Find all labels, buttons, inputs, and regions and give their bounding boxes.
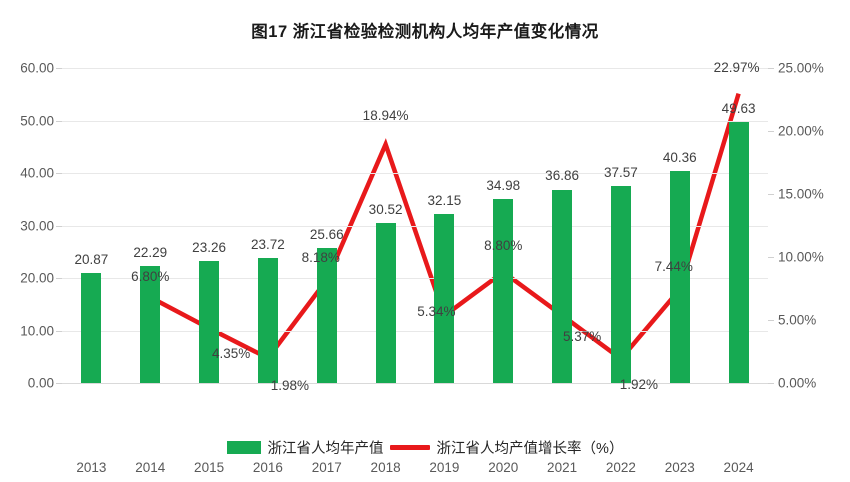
bar-2014 [140, 265, 161, 383]
y-axis-right-tick [768, 320, 774, 321]
bar-value-label-2013: 20.87 [74, 252, 109, 268]
x-axis-tick-label: 2022 [605, 460, 636, 475]
bar-value-label-2021: 36.86 [545, 168, 579, 184]
legend-label-bar: 浙江省人均年产值 [267, 441, 384, 457]
y-axis-right-tick [768, 131, 774, 132]
page-title: 图17 浙江省检验检测机构人均年产值变化情况 [251, 23, 599, 41]
x-axis-tick-label: 2024 [723, 460, 754, 475]
x-axis-tick-label: 2019 [429, 460, 460, 475]
bar-2017 [316, 248, 337, 383]
growth-rate-label-2014: 6.80% [131, 269, 170, 285]
y-axis-left-tick [56, 330, 62, 332]
gridline [62, 173, 768, 174]
y-axis-left-tick-label: 50.00 [20, 113, 54, 128]
bar-2018 [375, 222, 396, 383]
y-axis-right-tick-label: 15.00% [778, 186, 824, 202]
growth-rate-label-2023: 7.44% [654, 259, 693, 275]
y-axis-left-tick-label: 10.00 [20, 323, 54, 338]
y-axis-left-tick [56, 68, 62, 69]
growth-rate-label-2024: 22.97% [713, 59, 760, 75]
y-axis-left-tick-label: 40.00 [20, 165, 54, 181]
y-axis-left-tick-label: 60.00 [20, 60, 54, 76]
bar-2021 [552, 189, 573, 383]
y-axis-right-tick [768, 383, 774, 384]
bar-value-label-2022: 37.57 [604, 164, 638, 180]
bar-2013 [81, 273, 102, 383]
growth-rate-label-2022: 1.92% [619, 376, 659, 392]
growth-rate-label-2018: 18.94% [362, 108, 409, 124]
bar-2019 [434, 214, 455, 383]
y-axis-right-tick [768, 194, 774, 195]
x-axis-tick-label: 2023 [664, 460, 695, 475]
plot-area: 2013 2014 2015 2016 2017 2018 2019 2020 2021 2022… [56, 60, 774, 475]
x-axis-tick-label: 2014 [135, 460, 166, 475]
y-axis-left-tick [56, 173, 62, 174]
legend-label-line: 浙江省人均产值增长率（%） [436, 441, 624, 457]
gridline [62, 225, 768, 227]
x-axis-tick-label: 2017 [311, 460, 342, 475]
bar-value-label-2019: 32.15 [427, 193, 462, 209]
y-axis-right-tick-label: 10.00% [778, 249, 824, 265]
growth-rate-label-2015: 4.35% [211, 346, 251, 362]
bar-value-label-2016: 23.72 [251, 237, 285, 253]
legend-item-bar: 浙江省人均年产值 [226, 437, 384, 458]
y-axis-left-tick-label: 0.00 [27, 375, 54, 391]
bar-2023 [669, 171, 690, 383]
gridline [62, 278, 768, 279]
y-axis-right-tick [768, 68, 774, 69]
axis-baseline [62, 383, 768, 384]
x-axis-tick-label: 2018 [370, 460, 401, 475]
y-axis-left-tick-label: 30.00 [20, 218, 54, 233]
bar-value-label-2018: 30.52 [368, 201, 403, 217]
bar-2015 [199, 260, 220, 383]
bar-value-label-2023: 40.36 [662, 150, 697, 166]
y-axis-right-tick-label: 5.00% [778, 312, 817, 328]
growth-rate-label-2017: 8.18% [301, 249, 340, 265]
legend-item-line: 浙江省人均产值增长率（%） [389, 437, 624, 458]
y-axis-left-tick [56, 225, 62, 227]
x-axis-tick-label: 2021 [547, 460, 578, 475]
chart-legend: 浙江省人均年产值 浙江省人均产值增长率（%） [0, 437, 850, 458]
bar-value-label-2014: 22.29 [133, 244, 168, 260]
gridline [62, 330, 768, 332]
y-axis-left-tick [56, 278, 62, 279]
y-axis-left-tick [56, 120, 62, 122]
x-axis-tick-label: 2016 [252, 460, 283, 475]
x-axis-tick-label: 2015 [194, 460, 225, 475]
y-axis-left-tick [56, 383, 62, 384]
bar-value-label-2017: 25.66 [309, 227, 344, 243]
y-axis-right-tick [768, 257, 774, 258]
legend-line-swatch-icon [389, 445, 430, 450]
bar-value-label-2015: 23.26 [192, 239, 226, 255]
bar-2016 [257, 258, 278, 383]
y-axis-right-tick-label: 25.00% [778, 60, 824, 76]
legend-bar-swatch-icon [226, 441, 261, 454]
growth-rate-label-2021: 5.37% [562, 329, 602, 345]
x-axis-tick-label: 2013 [76, 460, 107, 475]
bar-2024 [728, 122, 749, 383]
bar-value-label-2020: 34.98 [486, 178, 521, 194]
growth-rate-label-2020: 8.80% [484, 238, 523, 254]
bar-2022 [610, 185, 631, 383]
growth-rate-label-2016: 1.98% [270, 378, 310, 394]
y-axis-right-tick-label: 0.00% [778, 375, 817, 391]
y-axis-right-tick-label: 20.00% [778, 123, 824, 139]
bar-2020 [493, 199, 514, 383]
gridline [62, 120, 768, 122]
gridline [62, 68, 768, 69]
y-axis-left-tick-label: 20.00 [20, 270, 54, 286]
growth-rate-label-2019: 5.34% [417, 303, 456, 319]
bar-value-label-2024: 49.63 [721, 101, 756, 117]
x-axis-tick-label: 2020 [488, 460, 519, 475]
